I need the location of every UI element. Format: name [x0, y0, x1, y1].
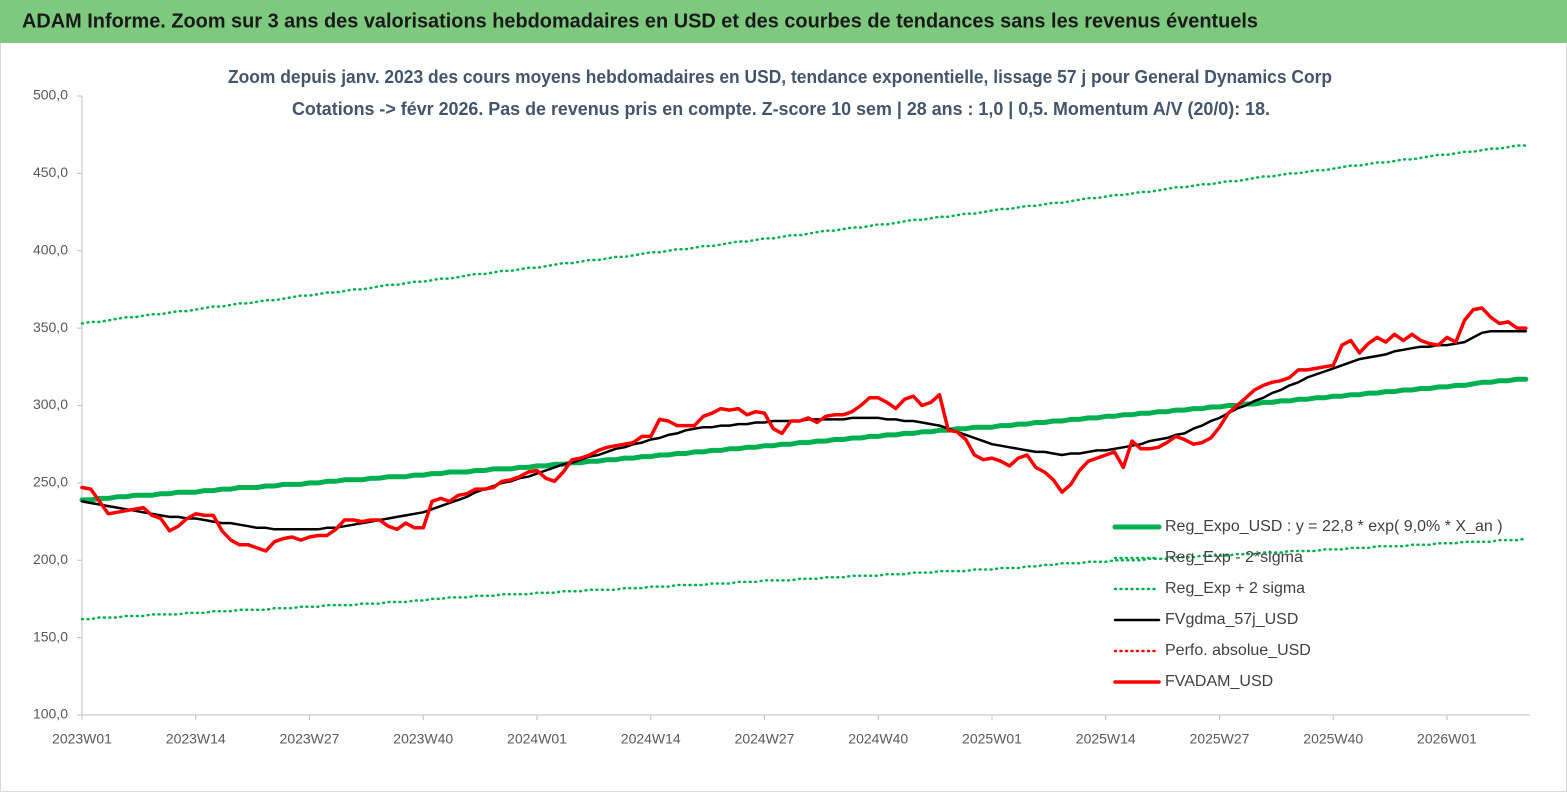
legend-label: FVADAM_USD: [1165, 673, 1273, 690]
series-line: [80, 537, 1528, 621]
series-line: [80, 144, 1528, 325]
y-tick-label: 450,0: [33, 164, 68, 180]
x-tick-label: 2025W40: [1303, 731, 1363, 747]
x-tick-label: 2025W14: [1076, 731, 1136, 747]
x-tick-label: 2023W14: [166, 731, 226, 747]
header-title: ADAM Informe. Zoom sur 3 ans des valoris…: [22, 10, 1258, 32]
legend-label: Reg_Exp + 2 sigma: [1165, 580, 1305, 597]
chart-title: Zoom depuis janv. 2023 des cours moyens …: [228, 67, 1332, 87]
x-tick-label: 2024W27: [735, 731, 795, 747]
legend-label: Reg_Exp - 2*sigma: [1165, 549, 1303, 566]
x-tick-label: 2024W40: [848, 731, 908, 747]
series-line: [79, 376, 1529, 503]
x-tick-label: 2025W01: [962, 731, 1022, 747]
series-line: [80, 306, 1528, 553]
x-tick-label: 2023W27: [280, 731, 340, 747]
y-tick-label: 300,0: [33, 396, 68, 412]
chart-subtitle: Cotations -> févr 2026. Pas de revenus p…: [292, 99, 1270, 119]
x-tick-label: 2026W01: [1417, 731, 1477, 747]
y-tick-label: 350,0: [33, 319, 68, 335]
header-bar: [0, 0, 1567, 43]
x-tick-label: 2023W40: [393, 731, 453, 747]
y-tick-label: 150,0: [33, 628, 68, 644]
x-tick-label: 2025W27: [1190, 731, 1250, 747]
y-tick-label: 500,0: [33, 87, 68, 103]
legend-label: Perfo. absolue_USD: [1165, 642, 1311, 659]
x-tick-label: 2024W01: [507, 731, 567, 747]
y-tick-label: 200,0: [33, 551, 68, 567]
legend-label: Reg_Expo_USD : y = 22,8 * exp( 9,0% * X_…: [1165, 518, 1503, 535]
y-tick-label: 250,0: [33, 474, 68, 490]
x-tick-label: 2024W14: [621, 731, 681, 747]
legend-label: FVgdma_57j_USD: [1165, 611, 1298, 628]
y-tick-label: 100,0: [33, 706, 68, 722]
x-tick-label: 2023W01: [52, 731, 112, 747]
y-tick-label: 400,0: [33, 241, 68, 257]
